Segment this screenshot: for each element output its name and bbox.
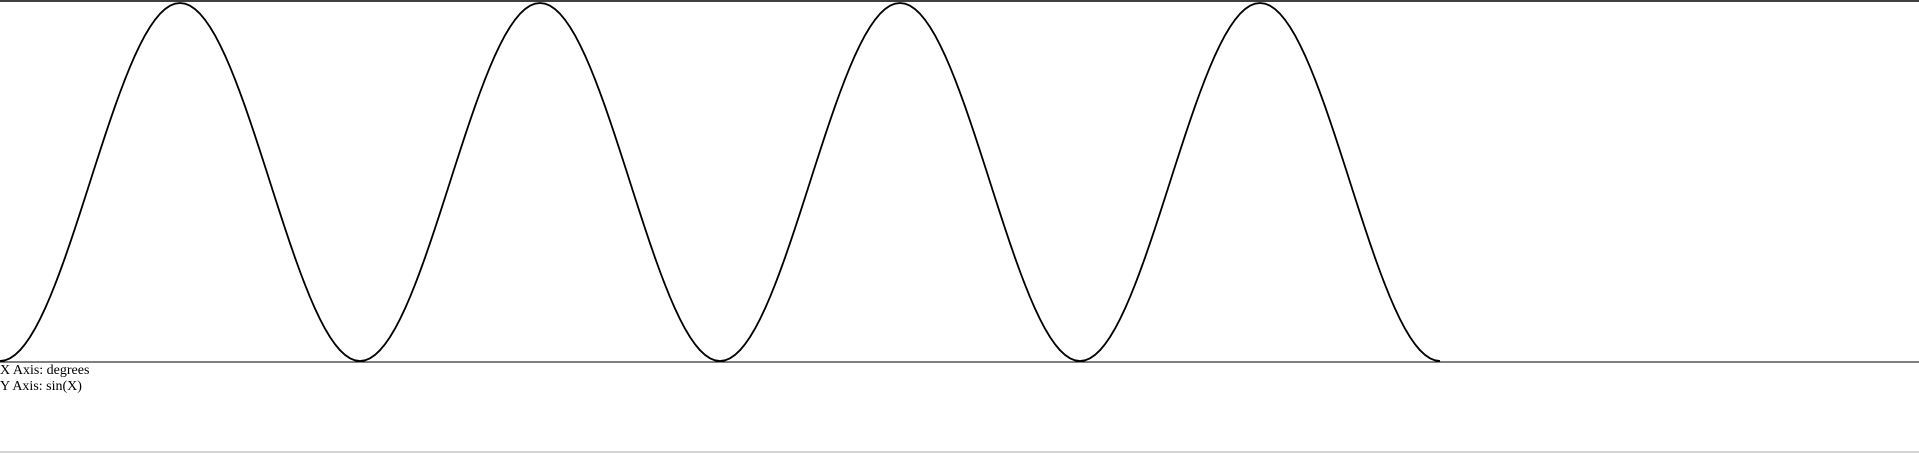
y-axis-label: Y Axis: sin(X): [0, 379, 82, 394]
sine-series-line: [0, 2, 1441, 362]
sine-chart: [0, 0, 1919, 363]
series-group: [0, 2, 1441, 362]
chart-area: [0, 0, 1919, 363]
bottom-divider: [0, 451, 1919, 453]
x-axis-label: X Axis: degrees: [0, 363, 90, 378]
